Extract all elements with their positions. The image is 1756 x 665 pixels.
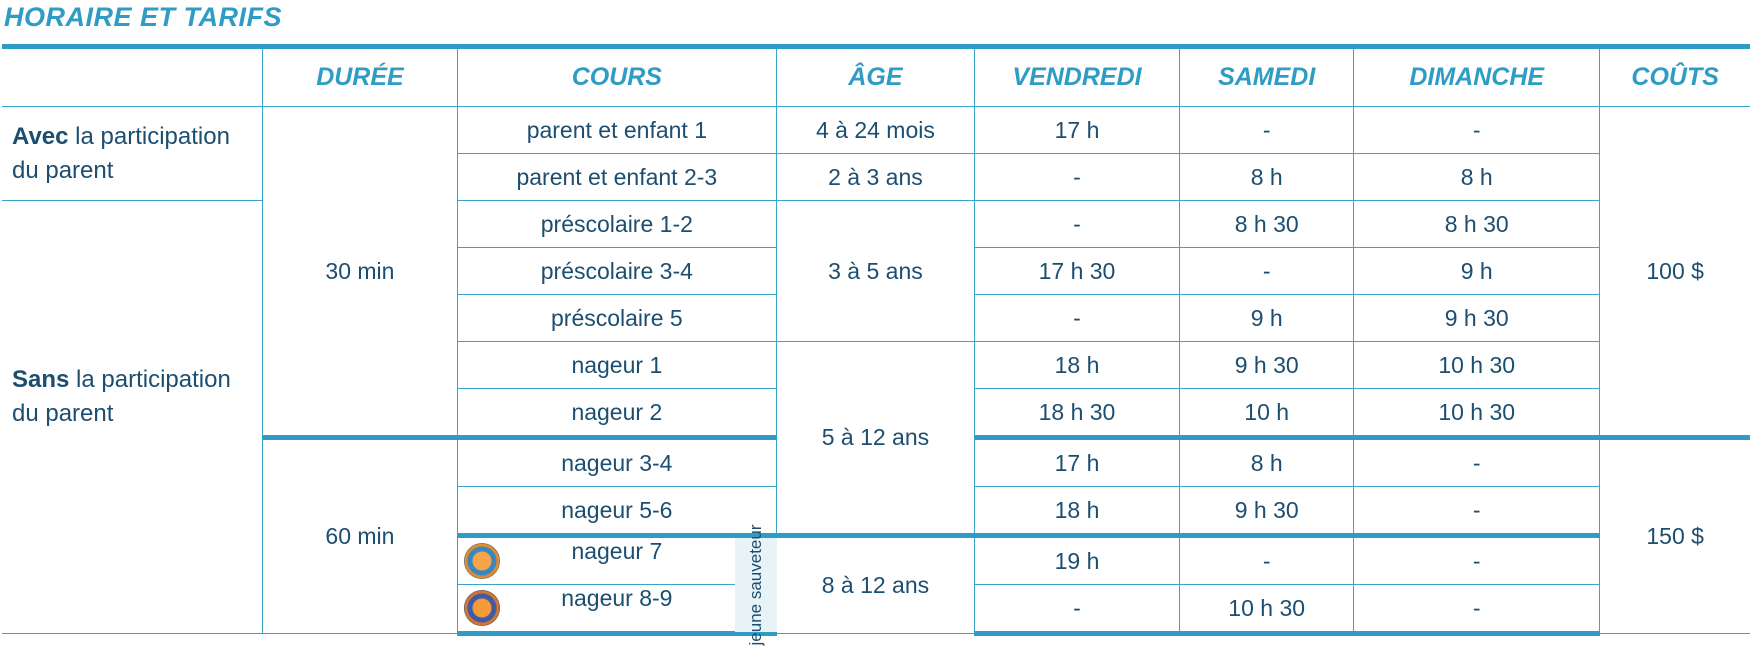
header-dimanche: DIMANCHE bbox=[1353, 44, 1601, 107]
table-row: nageur 1 5 à 12 ans 18 h 9 h 30 10 h 30 bbox=[2, 341, 1750, 536]
group-without-parent: Sans la participation du parent bbox=[2, 200, 264, 634]
friday-cell: - bbox=[973, 153, 1181, 201]
course-cell: préscolaire 5 bbox=[457, 294, 778, 342]
friday-cell: - bbox=[973, 200, 1181, 248]
page-title: HORAIRE ET TARIFS bbox=[4, 2, 282, 32]
sunday-cell: - bbox=[1353, 584, 1600, 636]
header-cours: COURS bbox=[456, 44, 778, 107]
course-cell: parent et enfant 1 bbox=[456, 106, 778, 154]
friday-cell: 18 h bbox=[973, 486, 1181, 536]
schedule-table: DURÉE COURS ÂGE VENDREDI SAMEDI DIMANCHE… bbox=[2, 44, 1750, 636]
cost-cell: 150 $ bbox=[1599, 435, 1750, 634]
sunday-cell: 8 h bbox=[1353, 153, 1600, 201]
table-row: préscolaire 3-4 17 h 30 - 9 h bbox=[2, 247, 1750, 295]
lifeguard-band: jeune sauveteur bbox=[734, 524, 777, 645]
friday-cell: 17 h 30 bbox=[973, 247, 1181, 295]
friday-cell: 17 h bbox=[973, 435, 1181, 487]
saturday-cell: 9 h bbox=[1179, 294, 1355, 342]
saturday-cell: 9 h 30 bbox=[1179, 486, 1355, 536]
friday-cell: 17 h bbox=[973, 106, 1181, 154]
course-label: nageur 8-9 bbox=[561, 585, 673, 612]
saturday-cell: - bbox=[1179, 533, 1355, 585]
course-cell: nageur 2 bbox=[457, 388, 778, 438]
header-age: ÂGE bbox=[776, 44, 975, 107]
header-duree: DURÉE bbox=[262, 44, 458, 107]
saturday-cell: 10 h 30 bbox=[1179, 584, 1355, 636]
saturday-cell: 8 h 30 bbox=[1179, 200, 1355, 248]
age-cell: 5 à 12 ans bbox=[776, 341, 975, 536]
header-couts: COÛTS bbox=[1599, 44, 1750, 107]
age-cell: 3 à 5 ans bbox=[776, 200, 975, 342]
duration-cell: 60 min bbox=[262, 435, 458, 634]
age-cell: 2 à 3 ans bbox=[776, 153, 975, 201]
table-row: parent et enfant 2-3 2 à 3 ans - 8 h 8 h bbox=[2, 153, 1750, 201]
lifeguard-label: jeune sauveteur bbox=[745, 524, 765, 645]
saturday-cell: - bbox=[1179, 106, 1355, 154]
course-cell-lifeguard: nageur 7 bbox=[457, 533, 778, 585]
sunday-cell: - bbox=[1353, 435, 1601, 487]
course-cell-lifeguard: nageur 8-9 bbox=[457, 584, 778, 636]
course-cell: nageur 5-6 bbox=[457, 486, 778, 536]
sunday-cell: - bbox=[1353, 106, 1601, 154]
course-cell: préscolaire 3-4 bbox=[457, 247, 778, 295]
table-row: Sans la participation du parent préscola… bbox=[2, 200, 1750, 634]
friday-cell: 18 h bbox=[973, 341, 1181, 389]
age-cell: 4 à 24 mois bbox=[776, 106, 975, 154]
saturday-cell: - bbox=[1179, 247, 1355, 295]
header-vendredi: VENDREDI bbox=[973, 44, 1181, 107]
duration-cell: 30 min bbox=[262, 106, 458, 438]
group-with-parent: Avec la participation du parent bbox=[2, 106, 264, 201]
sunday-cell: 10 h 30 bbox=[1353, 341, 1600, 389]
saturday-cell: 10 h bbox=[1179, 388, 1355, 438]
friday-cell: 18 h 30 bbox=[973, 388, 1181, 438]
sunday-cell: 8 h 30 bbox=[1353, 200, 1600, 248]
course-cell: parent et enfant 2-3 bbox=[457, 153, 778, 201]
course-cell: nageur 3-4 bbox=[456, 435, 778, 487]
table-row: nageur 2 18 h 30 10 h 10 h 30 bbox=[2, 388, 1750, 438]
friday-cell: 19 h bbox=[973, 533, 1181, 585]
cost-cell: 100 $ bbox=[1599, 106, 1750, 438]
table-row: nageur 7 8 à 12 ans 19 h - - bbox=[2, 533, 1750, 634]
friday-cell: - bbox=[973, 584, 1181, 636]
table-row: 60 min nageur 3-4 17 h 8 h - 150 $ bbox=[2, 435, 1750, 634]
lifeguard-badge-icon bbox=[463, 543, 500, 579]
table-row: nageur 5-6 18 h 9 h 30 - bbox=[2, 486, 1750, 536]
course-cell: nageur 1 bbox=[457, 341, 778, 389]
age-cell: 8 à 12 ans bbox=[776, 533, 975, 634]
lifeguard-badge-icon bbox=[463, 590, 500, 626]
header-samedi: SAMEDI bbox=[1179, 44, 1355, 107]
table-row: préscolaire 5 - 9 h 9 h 30 bbox=[2, 294, 1750, 342]
table-row: Avec la participation du parent 30 min p… bbox=[2, 106, 1750, 438]
sunday-cell: 10 h 30 bbox=[1353, 388, 1600, 438]
sunday-cell: 9 h bbox=[1353, 247, 1600, 295]
saturday-cell: 9 h 30 bbox=[1179, 341, 1355, 389]
header-row: DURÉE COURS ÂGE VENDREDI SAMEDI DIMANCHE… bbox=[2, 44, 1750, 107]
sunday-cell: - bbox=[1353, 486, 1600, 536]
course-cell: préscolaire 1-2 bbox=[456, 200, 778, 248]
table-row: nageur 8-9 - 10 h 30 - bbox=[2, 584, 1750, 636]
course-label: nageur 7 bbox=[571, 538, 663, 565]
sunday-cell: 9 h 30 bbox=[1353, 294, 1600, 342]
sunday-cell: - bbox=[1353, 533, 1600, 585]
saturday-cell: 8 h bbox=[1179, 435, 1355, 487]
header-empty bbox=[2, 44, 264, 107]
saturday-cell: 8 h bbox=[1179, 153, 1355, 201]
friday-cell: - bbox=[973, 294, 1181, 342]
